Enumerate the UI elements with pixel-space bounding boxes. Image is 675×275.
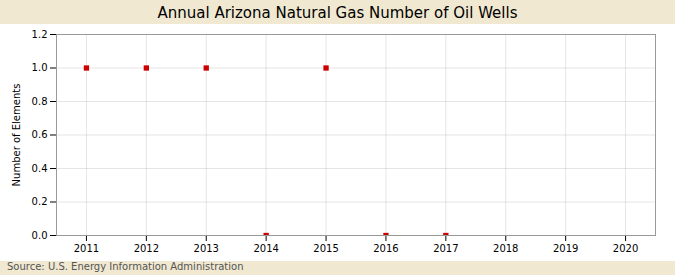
svg-text:1.2: 1.2	[32, 29, 48, 40]
svg-text:0.0: 0.0	[32, 230, 48, 241]
svg-text:2020: 2020	[613, 243, 638, 254]
svg-text:0.8: 0.8	[32, 96, 48, 107]
svg-text:2019: 2019	[553, 243, 578, 254]
svg-text:2013: 2013	[194, 243, 219, 254]
html-text:Annual Arizona Natural Gas Num: Annual Arizona Natural Gas Number of Oil…	[157, 4, 518, 22]
svg-text:1.0: 1.0	[32, 62, 48, 73]
svg-text:2015: 2015	[313, 243, 338, 254]
svg-text:2014: 2014	[253, 243, 278, 254]
svg-text:2018: 2018	[493, 243, 518, 254]
svg-text:2016: 2016	[373, 243, 398, 254]
svg-text:0.6: 0.6	[32, 129, 48, 140]
svg-text:2011: 2011	[74, 243, 99, 254]
svg-text:Number of Elements: Number of Elements	[11, 84, 22, 187]
svg-text:2017: 2017	[433, 243, 458, 254]
svg-text:0.2: 0.2	[32, 196, 48, 207]
html-text:Source: U.S. Energy Informatio: Source: U.S. Energy Information Administ…	[7, 261, 244, 272]
svg-text:2012: 2012	[134, 243, 159, 254]
svg-text:0.4: 0.4	[32, 163, 48, 174]
